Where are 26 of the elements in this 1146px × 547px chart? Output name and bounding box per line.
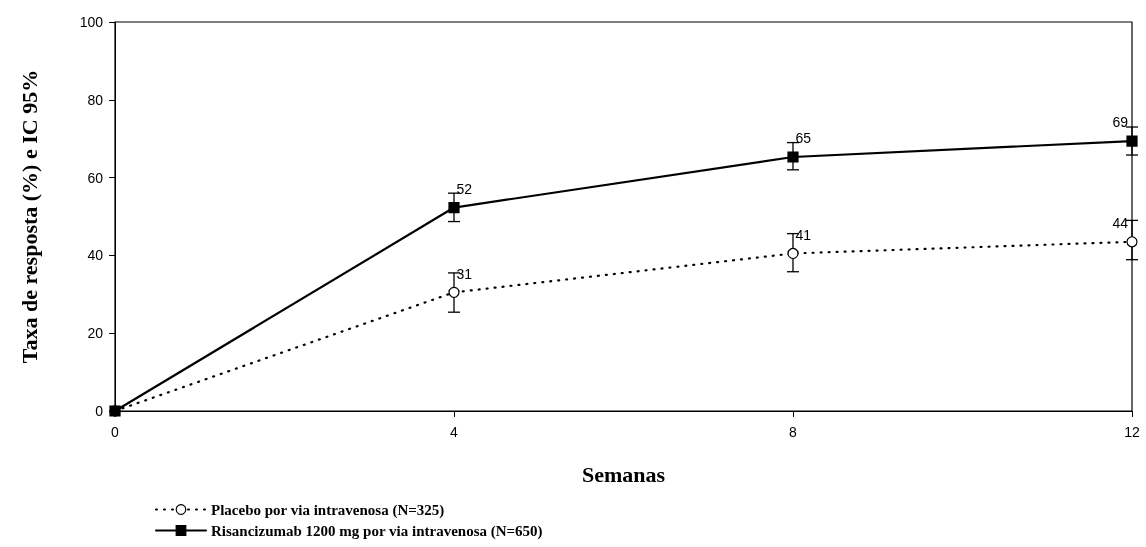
point (448, 201, 460, 214)
data-label: 65 (795, 130, 812, 147)
y-tick-label: 0 (95, 403, 104, 419)
data-label: 69 (1112, 114, 1129, 131)
point (787, 247, 799, 260)
y-axis-title: Taxa de resposta (%) e IC 95% (16, 69, 42, 364)
legend-label: Risancizumab 1200 mg por via intravenosa (N=650) (211, 522, 543, 540)
y-tick-label: 60 (87, 169, 104, 186)
x-axis-title: Semanas (581, 461, 666, 487)
data-label: 52 (456, 180, 473, 197)
x-tick-label: 12 (1124, 424, 1140, 440)
data-label: 31 (456, 265, 473, 282)
y-tick-label: 20 (87, 325, 104, 342)
legend-label: Placebo por via intravenosa (N=325) (211, 501, 445, 519)
data-label: 44 (1112, 215, 1129, 232)
point (787, 151, 799, 163)
point (448, 286, 460, 298)
x-tick-label: 4 (450, 424, 459, 440)
x-tick-label: 8 (789, 424, 798, 440)
y-tick-label: 100 (79, 14, 104, 30)
point (1126, 135, 1138, 147)
point (1126, 236, 1138, 248)
x-tick-label: 0 (111, 424, 120, 440)
data-label: 41 (795, 226, 812, 243)
y-tick-label: 80 (87, 91, 104, 108)
y-tick-label: 40 (87, 247, 104, 264)
